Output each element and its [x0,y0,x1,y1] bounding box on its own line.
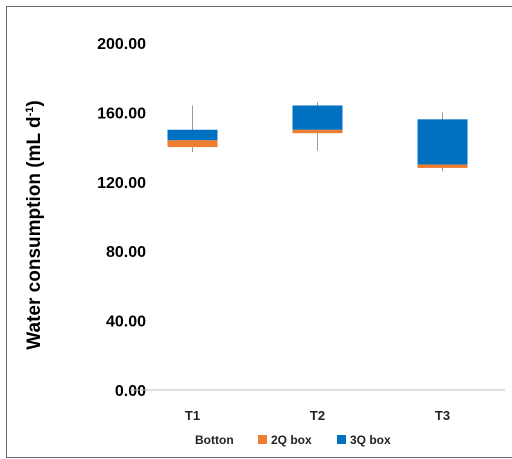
box-3q-box-t1 [167,129,218,141]
legend-swatch-2q-box [258,435,267,444]
y-tick-label: 40.00 [106,314,146,331]
y-tick-label: 200.00 [97,36,146,53]
y-axis-title-group: Water consumption (mL d-1) [24,100,45,349]
y-axis-title-end: ) [24,100,45,106]
y-tick-label: 80.00 [106,244,146,261]
legend-label-3q-box: 3Q box [350,433,391,447]
y-tick-label: 0.00 [115,383,146,400]
y-axis-title-main: Water consumption (mL d [24,116,45,349]
x-tick-label-t1: T1 [185,408,200,423]
legend-label-botton: Botton [195,433,234,447]
box-2q-box-t3 [417,164,468,168]
legend: Botton 2Q box 3Q box [195,433,391,447]
box-2q-box-t1 [167,140,218,148]
x-axis-labels: T1 T2 T3 [185,408,450,423]
x-tick-label-t2: T2 [310,408,325,423]
boxes [167,105,468,168]
box-3q-box-t3 [417,119,468,165]
chart-frame [6,6,512,458]
legend-label-2q-box: 2Q box [271,433,312,447]
y-axis-ticks: 0.00 40.00 80.00 120.00 160.00 200.00 [97,36,146,400]
y-axis-title: Water consumption (mL d-1) [24,100,45,349]
y-tick-label: 160.00 [97,105,146,122]
box-2q-box-t2 [292,129,343,134]
y-tick-label: 120.00 [97,175,146,192]
legend-swatch-3q-box [337,435,346,444]
y-axis-title-superscript: -1 [24,107,36,117]
box-3q-box-t2 [292,105,343,130]
x-tick-label-t3: T3 [435,408,450,423]
